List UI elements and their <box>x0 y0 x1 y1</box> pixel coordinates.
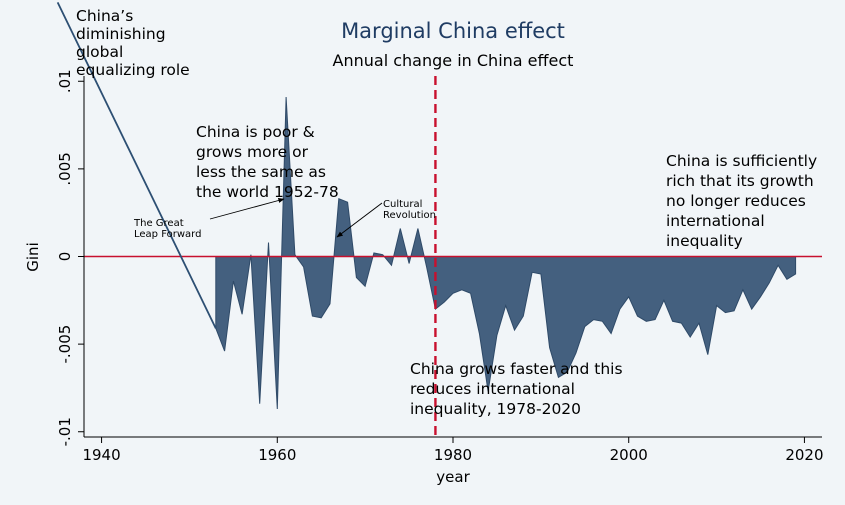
annotation-china-rich: rich that its growth <box>666 172 814 190</box>
annotation-cultural-revolution: Cultural <box>383 199 422 210</box>
annotation-china-faster: China grows faster and this <box>410 360 623 378</box>
reference-lines <box>56 2 822 437</box>
chart-title: Marginal China effect <box>341 19 565 43</box>
x-tick-label: 2000 <box>610 446 648 464</box>
annotation-china-diminishing: China’s <box>76 7 133 25</box>
annotation-china-faster: inequality, 1978-2020 <box>410 400 581 418</box>
annotation-great-leap: The Great <box>133 218 184 229</box>
y-tick-label: .005 <box>56 152 74 185</box>
chart-subtitle: Annual change in China effect <box>333 51 574 70</box>
annotation-china-poor: grows more or <box>196 143 309 161</box>
annotation-china-diminishing: diminishing <box>76 25 166 43</box>
area-layer <box>215 96 797 410</box>
annotation-great-leap: Leap Forward <box>134 229 201 240</box>
y-tick-label: 0 <box>56 252 74 262</box>
annotation-cultural-revolution: Revolution <box>383 210 436 221</box>
y-tick-label: -.005 <box>56 325 74 364</box>
annotation-china-rich: international <box>666 212 765 230</box>
arrow-great-leap <box>209 198 285 220</box>
annotation-china-rich: no longer reduces <box>666 192 806 210</box>
x-axis-label: year <box>436 468 470 486</box>
annotation-china-rich: inequality <box>666 232 743 250</box>
x-tick-label: 2020 <box>785 446 823 464</box>
annotation-china-rich: China is sufficiently <box>666 152 817 170</box>
annotation-china-poor: less the same as <box>196 163 326 181</box>
area-series <box>215 96 797 410</box>
annotation-china-poor: the world 1952-78 <box>196 183 339 201</box>
x-tick-label: 1940 <box>82 446 120 464</box>
arrow-cultural-revolution <box>336 202 383 238</box>
annotation-china-diminishing: global <box>76 43 123 61</box>
x-tick-label: 1960 <box>258 446 296 464</box>
trend-line <box>56 2 217 329</box>
y-tick-label: -.01 <box>56 417 74 446</box>
y-axis-label: Gini <box>24 242 42 271</box>
axes: 1940 1960 1980 2000 2020 -.01 -.005 0 .005 .01 <box>56 69 824 464</box>
x-tick-label: 1980 <box>434 446 472 464</box>
y-tick-label: .01 <box>56 69 74 93</box>
annotation-china-diminishing: equalizing role <box>76 61 190 79</box>
annotation-china-poor: China is poor & <box>196 123 315 141</box>
annotation-china-faster: reduces international <box>410 380 575 398</box>
